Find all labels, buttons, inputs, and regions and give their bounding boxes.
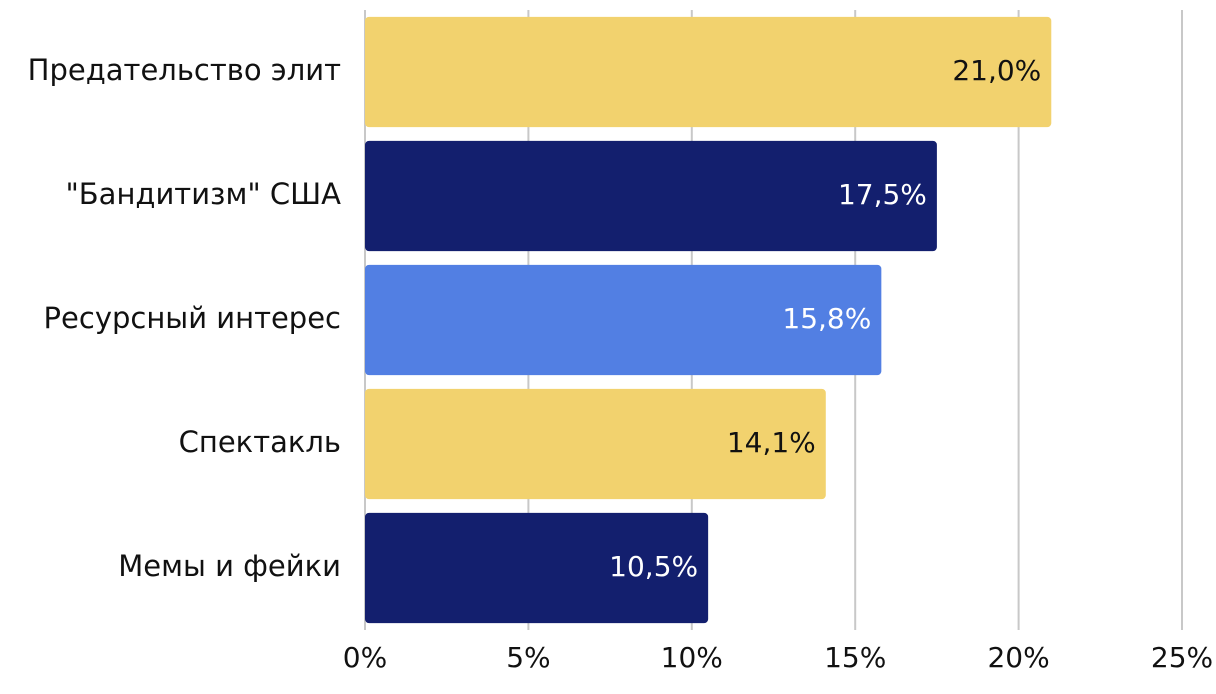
category-label: "Бандитизм" США (65, 177, 341, 211)
value-label: 14,1% (727, 426, 816, 459)
x-tick-label: 20% (987, 641, 1049, 674)
x-tick-label: 0% (343, 641, 387, 674)
category-label: Спектакль (179, 425, 341, 459)
category-label: Ресурсный интерес (44, 301, 341, 335)
x-tick-label: 10% (661, 641, 723, 674)
x-tick-label: 25% (1151, 641, 1213, 674)
x-tick-label: 5% (506, 641, 550, 674)
x-tick-label: 15% (824, 641, 886, 674)
value-label: 10,5% (609, 550, 698, 583)
value-label: 17,5% (838, 178, 927, 211)
bar (365, 140, 937, 252)
value-label: 21,0% (952, 54, 1041, 87)
category-label: Мемы и фейки (118, 549, 341, 583)
bar (365, 512, 709, 624)
bar (365, 388, 826, 500)
category-label: Предательство элит (28, 53, 341, 87)
bar (365, 264, 882, 376)
value-label: 15,8% (782, 302, 871, 335)
bar (365, 16, 1052, 128)
